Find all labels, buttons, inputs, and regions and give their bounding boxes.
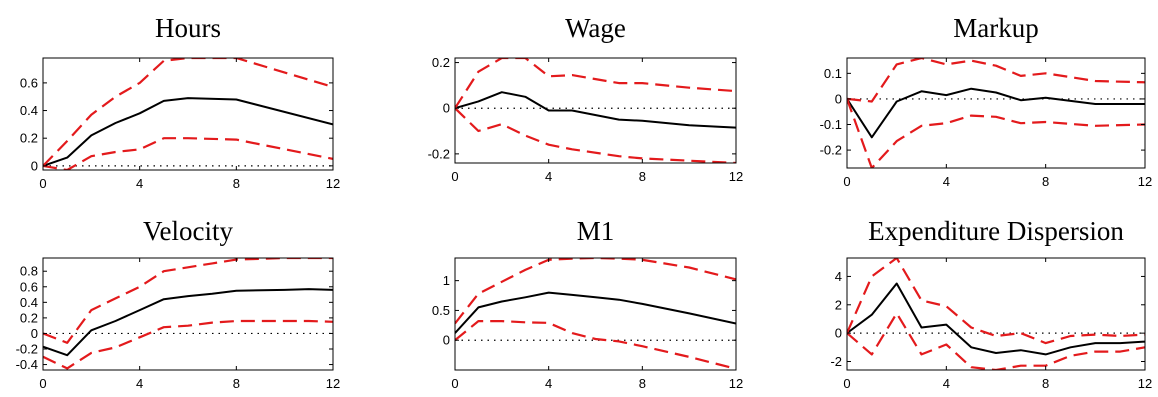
y-tick-label: 0 — [443, 333, 450, 348]
x-tick-label: 8 — [1042, 174, 1049, 189]
y-tick-label: 0.6 — [20, 75, 38, 90]
axes-frame — [42, 257, 334, 371]
chart-title: M1 — [577, 216, 615, 246]
plot-area — [847, 58, 1145, 168]
y-tick-label: 4 — [835, 269, 842, 284]
axes-frame — [42, 57, 334, 171]
x-tick-label: 12 — [729, 376, 743, 391]
plot-area — [455, 258, 736, 370]
x-tick-label: 4 — [943, 174, 950, 189]
confidence-band-lower-line — [455, 107, 736, 163]
axes-frame — [454, 57, 737, 164]
chart-title: Velocity — [143, 216, 233, 246]
y-tick-label: 0.5 — [432, 303, 450, 318]
y-tick-label: -2 — [830, 354, 842, 369]
y-tick-label: 0 — [835, 91, 842, 106]
confidence-band-lower-line — [455, 320, 736, 370]
point-estimate-line — [455, 291, 736, 334]
x-tick-label: 4 — [136, 376, 143, 391]
point-estimate-line — [847, 282, 1145, 356]
plot-area — [43, 58, 333, 170]
x-tick-label: 8 — [1042, 376, 1049, 391]
y-tick-label: 0 — [31, 158, 38, 173]
axes-frame — [454, 257, 737, 371]
chart-title: Hours — [155, 13, 221, 43]
y-tick-label: 0.4 — [20, 295, 38, 310]
y-tick-label: 0 — [835, 326, 842, 341]
x-tick-label: 8 — [639, 169, 646, 184]
x-tick-label: 4 — [545, 376, 552, 391]
x-tick-label: 12 — [1138, 376, 1152, 391]
y-tick-label: 0 — [31, 326, 38, 341]
chart-panel-1: Hours 0 4 8 12 0 0.2 0.4 0.6 — [20, 13, 340, 191]
y-tick-label: 0 — [443, 101, 450, 116]
y-tick-label: 1 — [443, 273, 450, 288]
plot-area — [43, 258, 333, 370]
y-tick-label: -0.2 — [428, 146, 450, 161]
plot-area — [455, 58, 736, 163]
plot-area — [847, 258, 1145, 370]
confidence-band-lower-line — [43, 137, 333, 170]
point-estimate-line — [847, 87, 1145, 139]
point-estimate-line — [455, 91, 736, 129]
x-tick-label: 12 — [326, 376, 340, 391]
confidence-band-upper-line — [43, 258, 333, 344]
x-tick-label: 12 — [729, 169, 743, 184]
chart-panel-5: M1 0 4 8 12 0 0.5 1 — [432, 216, 743, 391]
y-tick-label: 0.6 — [20, 279, 38, 294]
confidence-band-upper-line — [847, 258, 1145, 345]
x-tick-label: 0 — [39, 176, 46, 191]
y-tick-label: -0.1 — [820, 117, 842, 132]
confidence-band-upper-line — [43, 58, 333, 167]
y-tick-label: 0.8 — [20, 264, 38, 279]
chart-title: Wage — [565, 13, 626, 43]
x-tick-label: 0 — [451, 376, 458, 391]
x-tick-label: 12 — [1138, 174, 1152, 189]
x-tick-label: 0 — [39, 376, 46, 391]
x-tick-label: 0 — [843, 376, 850, 391]
confidence-band-lower-line — [43, 319, 333, 370]
chart-title: Expenditure Dispersion — [868, 216, 1124, 246]
point-estimate-line — [43, 288, 333, 357]
y-tick-label: 0.2 — [20, 131, 38, 146]
confidence-band-upper-line — [847, 58, 1145, 103]
confidence-band-upper-line — [455, 258, 736, 325]
y-tick-label: -0.2 — [820, 143, 842, 158]
x-tick-label: 0 — [451, 169, 458, 184]
confidence-band-lower-line — [847, 312, 1145, 370]
x-tick-label: 12 — [326, 176, 340, 191]
confidence-band-upper-line — [455, 58, 736, 109]
axes-frame — [846, 57, 1146, 169]
x-tick-label: 8 — [233, 376, 240, 391]
x-tick-label: 8 — [639, 376, 646, 391]
y-tick-label: -0.4 — [16, 357, 38, 372]
x-tick-label: 4 — [943, 376, 950, 391]
y-tick-label: 2 — [835, 297, 842, 312]
confidence-band-lower-line — [847, 98, 1145, 168]
x-tick-label: 0 — [843, 174, 850, 189]
y-tick-label: -0.2 — [16, 342, 38, 357]
y-tick-label: 0.2 — [432, 55, 450, 70]
axes-frame — [846, 257, 1146, 371]
y-tick-label: 0.1 — [824, 66, 842, 81]
x-tick-label: 4 — [545, 169, 552, 184]
chart-title: Markup — [953, 13, 1038, 43]
y-tick-label: 0.4 — [20, 103, 38, 118]
chart-panel-3: Markup 0 4 8 12 -0.2 -0.1 0 0.1 — [820, 13, 1153, 189]
point-estimate-line — [43, 97, 333, 167]
x-tick-label: 4 — [136, 176, 143, 191]
y-tick-label: 0.2 — [20, 310, 38, 325]
x-tick-label: 8 — [233, 176, 240, 191]
